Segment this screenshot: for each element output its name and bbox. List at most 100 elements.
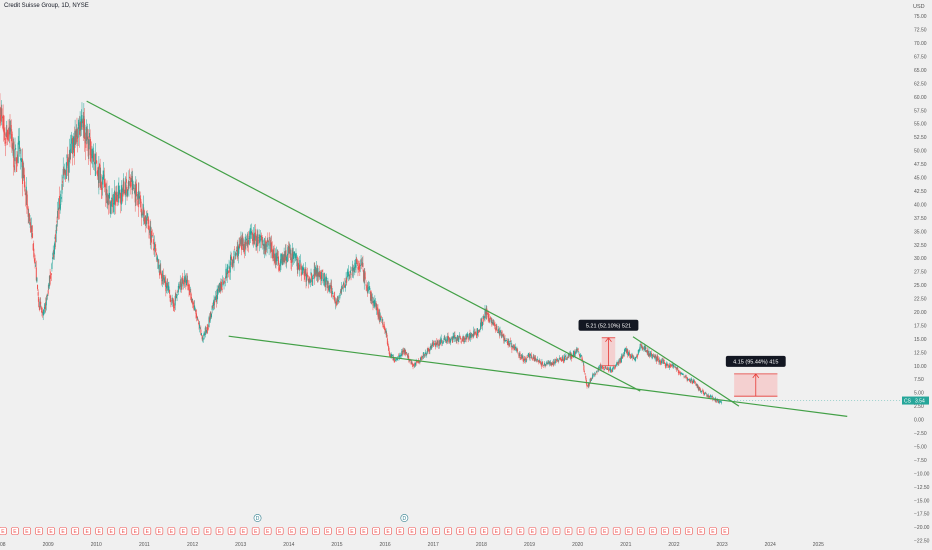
candle-body xyxy=(271,242,273,252)
candle-body xyxy=(221,281,223,290)
earnings-icon xyxy=(299,527,308,535)
candle-body xyxy=(470,334,472,338)
candle-body xyxy=(564,355,566,357)
candle-body xyxy=(152,239,154,245)
candle-body xyxy=(637,350,639,355)
candle-body xyxy=(655,355,657,357)
y-tick-label: 70.00 xyxy=(914,41,927,47)
y-tick-label: 57.50 xyxy=(914,108,927,114)
earnings-icon-label: E xyxy=(338,529,342,535)
earnings-icon-label: E xyxy=(579,529,583,535)
candle-body xyxy=(440,339,442,344)
candle-body xyxy=(30,222,32,233)
candle-body xyxy=(213,299,215,306)
candle-body xyxy=(351,269,353,271)
candle-body xyxy=(675,367,677,369)
candle-body xyxy=(562,357,564,361)
candle-body xyxy=(147,213,149,218)
candle-body xyxy=(236,246,238,255)
earnings-icon xyxy=(408,527,416,535)
candle-body xyxy=(495,327,497,331)
price-axis[interactable]: USD 75.00 72.50 70.00 67.50 65.00 62.50 60.00 5… xyxy=(913,4,930,545)
candle-body xyxy=(386,333,388,337)
candle-body xyxy=(272,249,274,258)
candle-body xyxy=(166,283,168,288)
candle-body xyxy=(140,208,142,216)
earnings-icon xyxy=(348,527,356,535)
candle-body xyxy=(664,361,666,364)
candle-body xyxy=(610,368,612,371)
candle-body xyxy=(182,275,184,281)
candle-body xyxy=(193,305,195,308)
earnings-icon-label: E xyxy=(13,529,17,535)
earnings-icon xyxy=(685,527,693,535)
candle-body xyxy=(279,260,281,267)
candle-body xyxy=(122,179,124,193)
candle-body xyxy=(704,392,706,395)
candle-body xyxy=(185,279,187,286)
candle-body xyxy=(520,357,522,359)
candle-body xyxy=(157,259,159,264)
candle-body xyxy=(37,284,39,290)
earnings-icon-label: E xyxy=(61,529,65,535)
candle-body xyxy=(696,383,698,386)
candle-body xyxy=(630,355,632,359)
candle-body xyxy=(510,340,512,342)
candle-body xyxy=(254,232,256,241)
candle-body xyxy=(586,384,588,387)
candle-body xyxy=(83,115,85,128)
candle-body xyxy=(296,256,298,270)
x-tick-label: 2020 xyxy=(572,542,583,548)
candle-body xyxy=(258,237,260,239)
candle-body xyxy=(172,299,174,307)
earnings-icon xyxy=(263,527,272,535)
candle-body xyxy=(612,366,614,368)
candle-body xyxy=(410,360,412,361)
candle-body xyxy=(212,306,214,309)
y-tick-label: 20.00 xyxy=(914,310,927,316)
trendline xyxy=(228,335,848,417)
candle-body xyxy=(140,199,142,203)
time-axis[interactable]: 2008 2009 2010 2011 2012 2013 2014 2015 2016 2017… xyxy=(0,542,824,548)
candle-body xyxy=(118,185,120,199)
candle-body xyxy=(511,345,513,350)
candle-body xyxy=(456,335,458,340)
candle-body xyxy=(403,350,405,352)
candle-body xyxy=(438,345,440,346)
candle-body xyxy=(86,128,88,140)
dividend-icon-label: D xyxy=(403,516,407,522)
candle-body xyxy=(180,283,182,290)
candle-body xyxy=(139,196,141,199)
candle-body xyxy=(143,209,145,215)
candle-body xyxy=(448,340,450,342)
candle-body xyxy=(621,355,623,359)
candle-body xyxy=(370,294,372,301)
candle-body xyxy=(290,253,292,263)
candle-body xyxy=(551,362,553,365)
candle-body xyxy=(444,338,446,340)
candle-body xyxy=(670,365,672,367)
earnings-icon-label: E xyxy=(266,529,270,535)
candle-body xyxy=(528,353,530,355)
candle-body xyxy=(678,372,680,373)
candle-body xyxy=(690,379,692,382)
candle-body xyxy=(660,360,662,364)
earnings-icon xyxy=(661,527,669,535)
candle-body xyxy=(107,200,109,205)
candle-body xyxy=(697,386,699,388)
candle-body xyxy=(523,359,525,361)
candle-body xyxy=(350,273,352,275)
trendlines[interactable] xyxy=(86,100,848,417)
candle-body xyxy=(707,395,709,398)
candle-body xyxy=(548,362,550,365)
candle-body xyxy=(701,390,703,392)
candle-body xyxy=(74,131,76,146)
candle-body xyxy=(588,382,590,387)
candle-body xyxy=(570,353,572,359)
candle-body xyxy=(477,330,479,331)
price-range-annotations[interactable]: 5.21 (52.10%) 521 4.15 (95.44%) 415 xyxy=(578,319,786,397)
earnings-icon xyxy=(35,527,43,535)
candle-body xyxy=(674,366,676,368)
